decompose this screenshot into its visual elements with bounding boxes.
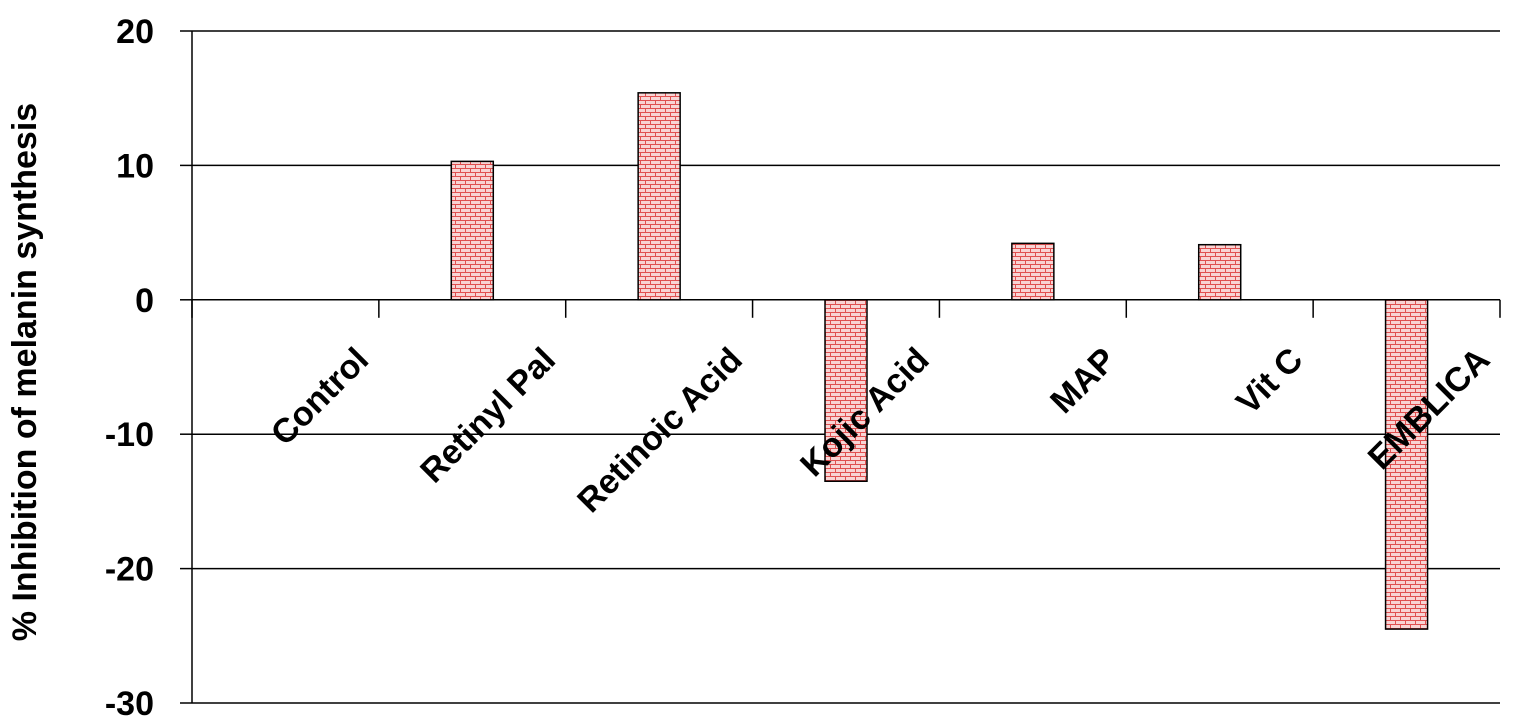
y-tick-label: -10: [105, 416, 154, 454]
y-tick-label: -30: [105, 685, 154, 723]
category-label: Vit C: [1229, 341, 1310, 422]
category-label: Control: [264, 341, 376, 453]
y-tick-labels: 20 10 0 -10 -20 -30: [105, 13, 154, 723]
bar-retinyl-pal: [450, 160, 495, 301]
y-tick-label: 0: [135, 282, 154, 320]
bars: [450, 92, 1429, 630]
bar-map: [1011, 242, 1055, 301]
y-tick-label: -20: [105, 551, 154, 589]
category-label: EMBLICA: [1361, 341, 1497, 477]
category-label: MAP: [1043, 341, 1123, 421]
bar-retinoic-acid: [637, 92, 681, 301]
y-axis-label: % Inhibition of melanin synthesis: [6, 103, 44, 641]
category-label: Retinoic Acid: [570, 341, 750, 521]
category-labels: Control Retinyl Pal Retinoic Acid Kojic Aci…: [264, 341, 1497, 521]
bar-kojic-acid: [824, 299, 868, 482]
bar-emblica: [1384, 299, 1429, 630]
category-label: Retinyl Pal: [413, 341, 563, 491]
y-tick-label: 20: [116, 13, 154, 51]
bar-vit-c: [1197, 243, 1242, 301]
y-tick-label: 10: [116, 147, 154, 185]
